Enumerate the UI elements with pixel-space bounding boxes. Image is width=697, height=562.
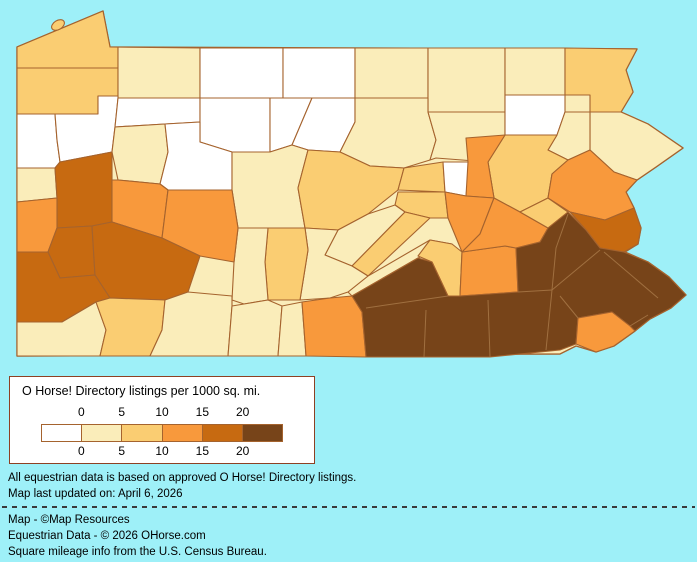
legend-color-ramp: [41, 424, 283, 442]
county-border-line-7: [559, 295, 579, 319]
legend-tick-label: 20: [235, 405, 250, 419]
legend-swatch-2: [122, 425, 163, 441]
county-border-line-4: [545, 289, 553, 351]
legend-swatch-5: [242, 425, 283, 441]
county-southeast_block: [351, 211, 687, 358]
county-elk: [199, 97, 271, 153]
credit-census: Square mileage info from the U.S. Census…: [8, 546, 267, 558]
credit-data: Equestrian Data - © 2026 OHorse.com: [8, 530, 206, 542]
legend-swatch-4: [202, 425, 243, 441]
legend-tick-label: 5: [118, 405, 125, 419]
county-lycoming: [339, 97, 437, 169]
legend-tick-label: 10: [155, 405, 169, 419]
dashed-separator: [2, 506, 695, 508]
county-franklin: [301, 295, 367, 358]
legend-tick-label: 5: [118, 444, 125, 458]
county-centre: [297, 149, 405, 231]
county-mckean: [199, 47, 284, 99]
legend-tick-label: 0: [77, 444, 85, 458]
county-border-line-5: [551, 249, 601, 291]
legend-title: O Horse! Directory listings per 1000 sq.…: [22, 384, 261, 398]
county-border-line-1: [423, 309, 427, 358]
county-blair: [264, 227, 309, 301]
legend-swatch-1: [82, 425, 123, 441]
county-lawrence: [16, 167, 58, 203]
county-border-line-0: [365, 295, 449, 309]
county-border-line-9: [629, 314, 649, 327]
legend-tick-label: 0: [77, 405, 85, 419]
legend-swatch-0: [42, 425, 83, 441]
county-wyoming: [504, 94, 566, 136]
legend-tick-label: 15: [195, 444, 209, 458]
county-border-line-6: [603, 251, 659, 299]
county-warren: [109, 46, 201, 99]
county-erie: [16, 10, 119, 69]
county-butler: [54, 151, 113, 229]
county-potter: [282, 47, 356, 99]
county-bradford: [427, 47, 506, 113]
county-cambria: [231, 227, 269, 305]
map-legend: O Horse! Directory listings per 1000 sq.…: [9, 376, 315, 464]
presque-isle-peninsula: [51, 19, 65, 31]
county-fulton: [277, 301, 307, 357]
county-mercer: [16, 113, 61, 169]
county-border-line-3: [517, 289, 553, 293]
county-border-line-2: [487, 299, 491, 358]
county-clarion: [111, 123, 169, 185]
county-bedford: [227, 299, 283, 357]
note-data-source: All equestrian data is based on approved…: [8, 472, 357, 484]
county-border-line-8: [551, 213, 569, 291]
county-delaware: [575, 311, 636, 353]
county-lebanon: [459, 245, 519, 297]
county-tioga: [354, 47, 429, 99]
credit-map: Map - ©Map Resources: [8, 514, 130, 526]
legend-tick-label: 10: [155, 444, 169, 458]
legend-tick-label: 15: [195, 405, 209, 419]
county-clearfield: [231, 144, 309, 229]
note-last-updated: Map last updated on: April 6, 2026: [8, 488, 183, 500]
legend-tick-label: 20: [235, 444, 250, 458]
county-susquehanna: [504, 47, 566, 96]
legend-swatch-3: [162, 425, 203, 441]
